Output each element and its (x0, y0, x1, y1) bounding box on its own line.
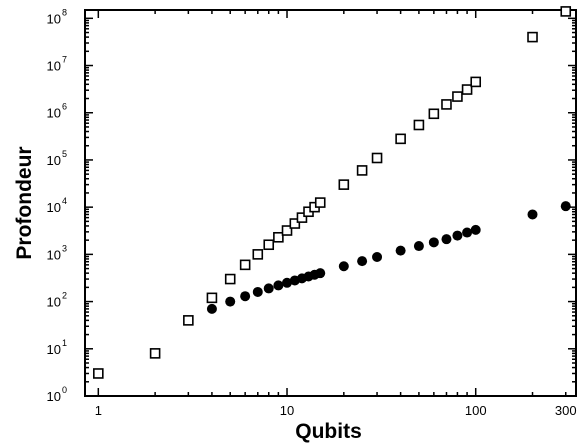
data-point-square (452, 91, 463, 102)
y-tick-exponent: 2 (62, 291, 67, 301)
data-point-circle (372, 251, 383, 262)
y-tick-label: 10 3 (47, 243, 67, 262)
data-point-circle (240, 291, 251, 302)
x-axis-title: Qubits (295, 420, 362, 443)
data-point-square (149, 348, 161, 359)
y-tick-exponent: 7 (62, 55, 67, 65)
y-tick-label: 10 1 (47, 338, 67, 357)
data-point-circle (452, 230, 463, 241)
data-point-circle (315, 268, 326, 279)
data-point-circle (560, 201, 571, 212)
y-tick-label: 10 2 (47, 291, 67, 310)
y-tick-exponent: 0 (62, 385, 67, 395)
data-point-circle (273, 280, 284, 291)
data-point-square (560, 6, 572, 17)
data-point-circle (252, 286, 263, 297)
y-tick-base: 10 (47, 59, 61, 74)
data-point-square (289, 218, 301, 229)
data-point-circle (395, 245, 406, 256)
data-point-square (252, 249, 264, 260)
plot-frame (84, 9, 577, 397)
y-tick-exponent: 5 (62, 149, 67, 159)
data-point-square (395, 133, 406, 145)
x-tick-label: 1 (95, 403, 102, 418)
data-point-circle (470, 224, 481, 235)
data-point-square (441, 99, 452, 110)
data-point-circle (338, 261, 349, 272)
data-point-circle (225, 296, 236, 307)
y-axis-title: Profondeur (13, 146, 36, 259)
data-point-square (239, 259, 251, 271)
data-point-circle (282, 277, 293, 288)
y-tick-label: 10 8 (47, 7, 67, 26)
y-tick-label: 10 4 (47, 196, 67, 215)
y-tick-exponent: 3 (62, 243, 67, 253)
y-tick-base: 10 (47, 200, 61, 215)
data-point-square (224, 273, 236, 285)
data-point-circle (527, 209, 538, 220)
y-tick-label: 10 5 (47, 149, 67, 168)
data-point-circle (413, 241, 424, 252)
data-point-square (371, 152, 383, 164)
data-point-square (356, 165, 368, 176)
x-tick-label: 100 (465, 403, 487, 418)
data-point-square (338, 179, 350, 190)
x-tick-label: 10 (280, 403, 294, 418)
y-tick-base: 10 (47, 342, 61, 357)
data-point-square (281, 225, 293, 236)
data-point-square (428, 108, 440, 120)
data-point-square (273, 231, 284, 243)
data-point-circle (428, 237, 439, 248)
y-tick-label: 10 7 (47, 55, 67, 74)
y-tick-label: 10 0 (47, 385, 67, 404)
series-open-square (93, 6, 572, 379)
data-point-square (461, 84, 473, 95)
data-point-square (206, 292, 218, 304)
data-point-square (527, 31, 538, 43)
y-tick-exponent: 1 (62, 338, 67, 348)
y-tick-exponent: 8 (62, 7, 67, 17)
series-filled-circle (206, 201, 571, 314)
data-point-circle (206, 303, 217, 314)
data-series (93, 6, 572, 379)
data-point-circle (357, 256, 368, 267)
plot-border (84, 9, 577, 397)
y-tick-base: 10 (47, 295, 61, 310)
data-point-square (296, 212, 308, 223)
y-tick-base: 10 (47, 11, 61, 26)
data-point-square (263, 239, 275, 251)
data-point-square (413, 119, 425, 131)
y-tick-exponent: 4 (62, 196, 67, 206)
data-point-circle (441, 234, 452, 245)
x-tick-label: 300 (555, 403, 577, 418)
y-tick-label: 10 6 (47, 102, 67, 121)
y-tick-base: 10 (47, 153, 61, 168)
y-tick-base: 10 (47, 106, 61, 121)
x-axis: 1 10 100 300 (95, 10, 577, 418)
data-point-square (470, 76, 482, 88)
data-point-circle (462, 227, 473, 238)
y-tick-base: 10 (47, 247, 61, 262)
data-point-square (93, 368, 104, 379)
data-point-square (314, 197, 326, 208)
y-tick-base: 10 (47, 389, 61, 404)
data-point-square (183, 315, 194, 326)
data-point-circle (263, 283, 274, 294)
y-tick-exponent: 6 (62, 102, 67, 112)
